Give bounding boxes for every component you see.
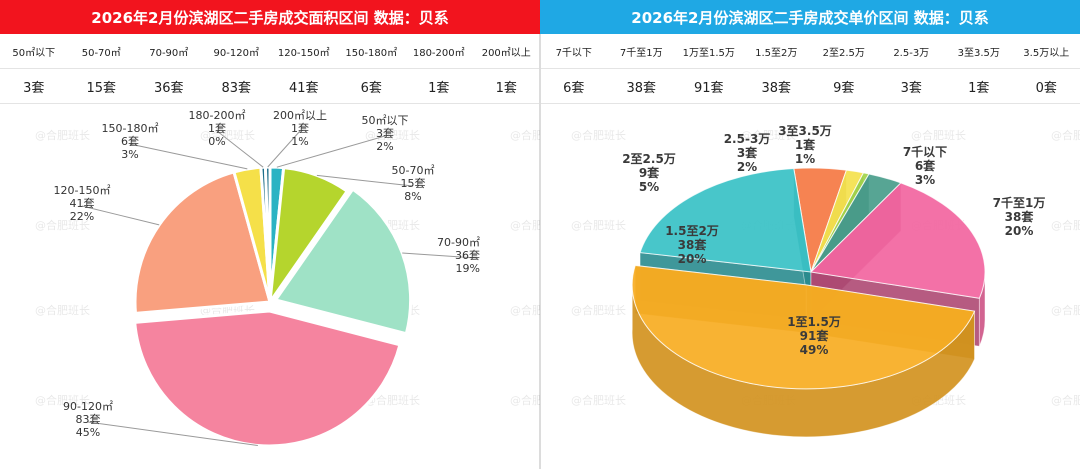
price-label-cell: 2.5-3万: [893, 47, 930, 59]
price-count-cell: 38套: [761, 80, 792, 96]
panel-divider: [539, 34, 541, 469]
area-label-cell: 180-200㎡: [412, 47, 465, 59]
slice-label-3d: 3至3.5万 1套 1%: [778, 124, 832, 166]
area-label-cell: 50-70㎡: [81, 47, 121, 59]
area-label-cell: 90-120㎡: [213, 47, 259, 59]
slice-label: 70-90㎡ 36套 19%: [437, 236, 480, 275]
pie-slice: [133, 309, 402, 448]
watermark-text: @合肥班长: [365, 128, 420, 142]
price-count-cell: 1套: [968, 80, 990, 96]
slice-label-3d: 1至1.5万 91套 49%: [787, 315, 841, 357]
leader-line: [276, 135, 386, 168]
watermark-text: @合肥班长: [365, 393, 420, 407]
pie-slice: [273, 187, 413, 336]
watermark-text: @合肥班长: [510, 303, 540, 317]
slice-label: 200㎡以上 1套 1%: [273, 109, 327, 148]
watermark-text: @合肥班长: [200, 128, 255, 142]
price-label-cell: 3.5万以上: [1023, 47, 1070, 59]
watermark-text: @合肥班长: [1051, 218, 1080, 232]
price-summary-table: 7千以下 7千至1万 1万至1.5万 1.5至2万 2至2.5万 2.5-3万 3至3.5万…: [540, 34, 1080, 104]
area-label-cell: 150-180㎡: [345, 47, 398, 59]
area-count-cell: 1套: [495, 80, 517, 96]
watermark-text: @合肥班长: [510, 128, 540, 142]
price-label-cell: 1.5至2万: [755, 47, 798, 59]
price-count-cell: 3套: [900, 80, 922, 96]
area-count-cell: 83套: [221, 80, 252, 96]
area-pie-chart: @合肥班长 @合肥班长 @合肥班长 @合肥班长 @合肥班长 @合肥班长 @合肥班长 @合肥班长…: [35, 109, 540, 448]
watermark-text: @合肥班长: [1051, 393, 1080, 407]
watermark-text: @合肥班长: [911, 128, 966, 142]
slice-label-3d: 1.5至2万 38套 20%: [665, 224, 719, 266]
price-count-cell: 38套: [626, 80, 657, 96]
watermark-text: @合肥班长: [510, 393, 540, 407]
leader-line: [267, 130, 301, 168]
slice-label-3d: 2.5-3万 3套 2%: [724, 132, 771, 174]
leader-line: [87, 421, 258, 446]
slice-label: 150-180㎡ 6套 3%: [102, 122, 159, 161]
leader-line: [216, 130, 264, 168]
area-label-cell: 120-150㎡: [277, 47, 330, 59]
leader-line: [81, 205, 160, 226]
watermark-text: @合肥班长: [1051, 128, 1080, 142]
watermark-text: @合肥班长: [571, 218, 626, 232]
watermark-text: @合肥班长: [35, 128, 90, 142]
area-label-row: 50㎡以下 50-70㎡ 70-90㎡ 90-120㎡ 120-150㎡ 150-180㎡…: [0, 34, 540, 69]
leader-line: [316, 174, 414, 187]
slice-label: 180-200㎡ 1套 0%: [189, 109, 246, 148]
watermark-text: @合肥班长: [35, 303, 90, 317]
area-label-cell: 70-90㎡: [149, 47, 189, 59]
pie-slice: [263, 165, 272, 303]
price-count-cell: 6套: [563, 80, 585, 96]
price-label-cell: 7千以下: [555, 47, 592, 59]
area-count-cell: 15套: [86, 80, 117, 96]
area-chart-title: 2026年2月份滨湖区二手房成交面积区间 数据：贝系: [0, 0, 540, 34]
watermark-text: @合肥班长: [1051, 303, 1080, 317]
area-count-cell: 1套: [428, 80, 450, 96]
pie-slice-3d: [631, 264, 976, 438]
slice-label: 120-150㎡ 41套 22%: [54, 184, 111, 223]
price-count-row: 6套 38套 91套 38套 9套 3套 1套 0套: [540, 69, 1080, 104]
area-summary-table: 50㎡以下 50-70㎡ 70-90㎡ 90-120㎡ 120-150㎡ 150-180㎡…: [0, 34, 540, 104]
price-label-row: 7千以下 7千至1万 1万至1.5万 1.5至2万 2至2.5万 2.5-3万 3至3.5万…: [540, 34, 1080, 69]
area-count-cell: 3套: [23, 80, 45, 96]
watermark-text: @合肥班长: [571, 128, 626, 142]
watermark-text: @合肥班长: [510, 218, 540, 232]
slice-label-3d: 7千至1万 38套 20%: [993, 195, 1046, 238]
watermark-text: @合肥班长: [35, 218, 90, 232]
area-count-cell: 41套: [288, 80, 319, 96]
price-label-cell: 1万至1.5万: [682, 47, 735, 59]
price-pie-chart-3d: @合肥班长 @合肥班长 @合肥班长 @合肥班长 @合肥班长 @合肥班长 @合肥班长 @合肥班长…: [571, 124, 1080, 438]
watermark-text: @合肥班长: [571, 393, 626, 407]
area-label-cell: 50㎡以下: [12, 47, 56, 59]
slice-label-3d: 7千以下 6套 3%: [903, 144, 947, 187]
price-count-cell: 9套: [833, 80, 855, 96]
watermark-text: @合肥班长: [35, 393, 90, 407]
slice-label: 90-120㎡ 83套 45%: [63, 400, 113, 439]
price-count-cell: 91套: [693, 80, 724, 96]
slice-label: 50-70㎡ 15套 8%: [392, 164, 435, 203]
price-label-cell: 7千至1万: [619, 47, 663, 59]
price-chart-title: 2026年2月份滨湖区二手房成交单价区间 数据：贝系: [540, 0, 1080, 34]
slice-label-3d: 2至2.5万 9套 5%: [622, 152, 676, 194]
watermark-text: @合肥班长: [741, 128, 796, 142]
area-count-cell: 36套: [153, 80, 184, 96]
area-count-row: 3套 15套 36套 83套 41套 6套 1套 1套: [0, 69, 540, 104]
watermark-text: @合肥班长: [571, 303, 626, 317]
leader-line: [129, 143, 248, 170]
area-count-cell: 6套: [360, 80, 382, 96]
leader-line: [402, 252, 477, 259]
price-count-cell: 0套: [1035, 80, 1057, 96]
price-label-cell: 3至3.5万: [957, 47, 1000, 59]
price-label-cell: 2至2.5万: [822, 47, 865, 59]
slice-label: 50㎡以下 3套 2%: [362, 114, 409, 153]
area-label-cell: 200㎡以上: [481, 47, 531, 59]
